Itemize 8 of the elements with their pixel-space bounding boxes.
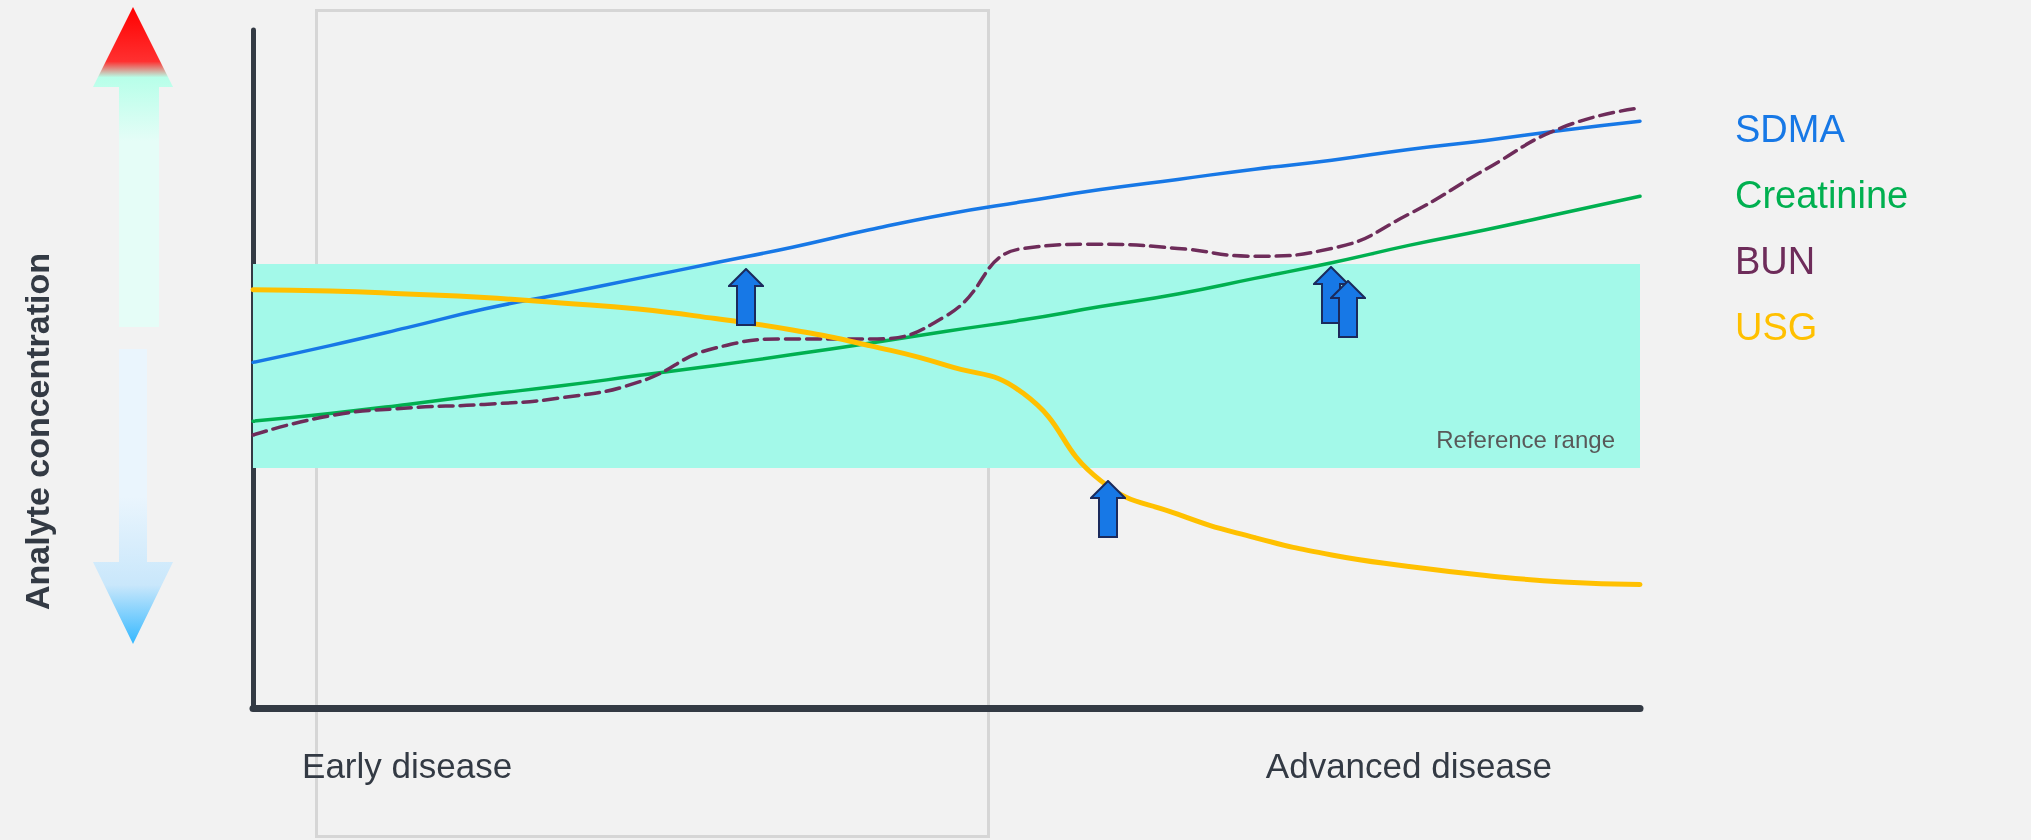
text: Creatinine <box>1735 174 1909 216</box>
text: Analyte concentration <box>18 252 56 610</box>
band-label: Reference range <box>1436 425 1615 453</box>
x-tick-label: Advanced disease <box>1265 746 1552 785</box>
text: BUN <box>1735 240 1816 282</box>
text: USG <box>1735 306 1818 348</box>
x-tick-label: Early disease <box>302 746 513 785</box>
text: SDMA <box>1735 108 1846 150</box>
